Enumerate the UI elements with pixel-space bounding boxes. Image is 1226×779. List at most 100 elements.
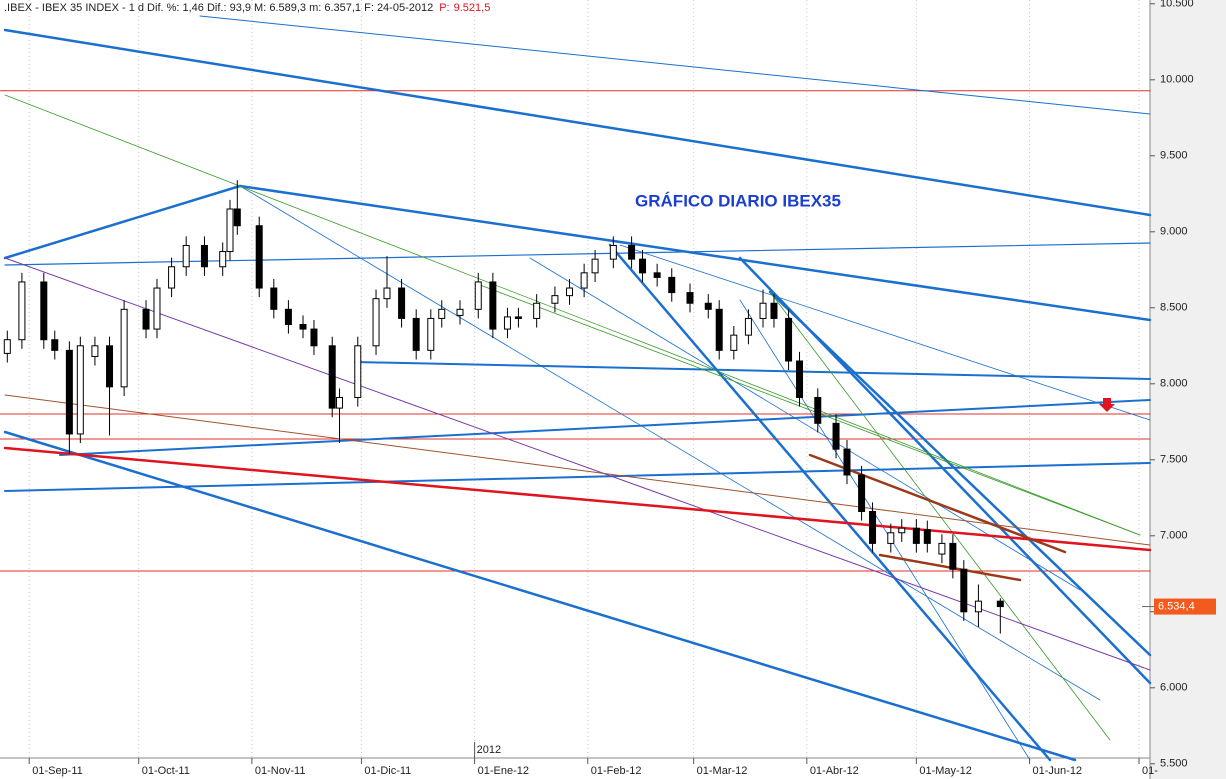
- candle-body: [580, 272, 588, 289]
- candle-body: [3, 339, 11, 354]
- candle-body: [609, 244, 617, 260]
- candle-body: [200, 244, 208, 268]
- candle-body: [730, 334, 738, 351]
- candle-body: [770, 302, 778, 319]
- title-pointer-label: P:: [439, 2, 449, 14]
- trendline: [3, 446, 1152, 552]
- x-tick-label: 01-May-12: [919, 765, 972, 777]
- candle-body: [533, 302, 541, 319]
- candle-body: [759, 302, 767, 319]
- y-tick-label: 8.000: [1160, 378, 1188, 390]
- candle-body: [653, 272, 661, 278]
- candle-body: [898, 527, 906, 534]
- x-tick-label: 01-Abr-12: [810, 765, 859, 777]
- candle-body: [40, 281, 48, 341]
- candle-body: [785, 317, 793, 362]
- annotation: GRÁFICO DIARIO IBEX35: [635, 191, 841, 210]
- year-label: 2012: [477, 744, 501, 756]
- candle-body: [668, 276, 676, 294]
- candle-body: [912, 527, 920, 544]
- candle-body: [398, 287, 406, 319]
- trendline: [3, 430, 1077, 762]
- candle-body: [456, 308, 464, 316]
- title-pointer-value: 9.521,5: [454, 2, 491, 14]
- x-tick-label: 01-Dic-11: [364, 765, 411, 777]
- x-tick-label: 01-: [1142, 765, 1158, 777]
- trendline: [4, 394, 1151, 546]
- trendline: [3, 28, 1152, 217]
- trendline: [479, 284, 1141, 536]
- trendlines: [0, 15, 1152, 762]
- candle-body: [591, 258, 599, 274]
- candle-body: [960, 568, 968, 613]
- candle-body: [974, 600, 982, 613]
- y-tick-label: 10.500: [1160, 0, 1194, 10]
- x-tick-label: 01-Sep-11: [32, 765, 83, 777]
- candle-body: [949, 542, 957, 570]
- candle-body: [628, 244, 636, 260]
- candle-body: [814, 396, 822, 424]
- candle-body: [65, 349, 73, 435]
- x-tick-label: 01-Ene-12: [478, 765, 529, 777]
- trendline: [239, 185, 1101, 701]
- candle-body: [372, 298, 380, 347]
- trendline: [59, 399, 1151, 456]
- candle-body: [328, 345, 336, 409]
- candle-body: [226, 208, 234, 253]
- candle-body: [704, 302, 712, 310]
- trendline: [608, 243, 1052, 762]
- candle-body: [383, 287, 391, 300]
- axes: 5.5006.0006.5007.0007.5008.0008.5009.000…: [28, 0, 1216, 777]
- candle-body: [310, 328, 318, 347]
- candle-body: [354, 345, 362, 398]
- trendline: [238, 184, 1152, 322]
- candle-body: [869, 510, 877, 544]
- trendline: [739, 299, 1031, 761]
- candle-body: [168, 266, 176, 289]
- candle-body: [219, 251, 227, 268]
- last-price-label: 6.534,4: [1158, 600, 1195, 612]
- candle-body: [715, 308, 723, 351]
- candle-body: [120, 308, 128, 388]
- candle-body: [255, 225, 263, 289]
- candle-body: [91, 345, 99, 357]
- candle-body: [551, 295, 559, 304]
- trendline: [199, 15, 1151, 115]
- candle-body: [503, 316, 511, 330]
- candle-body: [18, 281, 26, 341]
- trendline: [4, 242, 1151, 266]
- y-tick-label: 8.500: [1160, 302, 1188, 314]
- candle-body: [938, 542, 946, 555]
- y-tick-label: 9.000: [1160, 226, 1188, 238]
- x-tick-label: 01-Oct-11: [142, 765, 190, 777]
- candle-body: [106, 345, 114, 388]
- candle-body: [412, 317, 420, 351]
- candle-body: [233, 208, 241, 227]
- candle-body: [858, 474, 866, 512]
- candle-body: [474, 281, 482, 310]
- candle-body: [153, 287, 161, 330]
- trendline: [3, 184, 242, 260]
- candle-body: [427, 317, 435, 351]
- candle-body: [76, 345, 84, 435]
- candle-body: [923, 529, 931, 544]
- candle-body: [996, 600, 1004, 608]
- candle-body: [51, 339, 59, 351]
- candle-body: [832, 422, 840, 450]
- arrow-marker: [1099, 398, 1115, 412]
- trendline: [4, 462, 1151, 492]
- candle-body: [142, 308, 150, 330]
- y-tick-label: 6.000: [1160, 682, 1188, 694]
- candle-body: [514, 316, 522, 319]
- candles: [3, 180, 1004, 634]
- x-tick-label: 01-Mar-12: [697, 765, 748, 777]
- candle-body: [438, 308, 446, 319]
- last-price-box: [1154, 598, 1216, 615]
- candle-body: [744, 317, 752, 336]
- trendline: [4, 257, 1151, 671]
- candle-body: [489, 281, 497, 330]
- x-tick-label: 01-Nov-11: [255, 765, 306, 777]
- candle-body: [299, 324, 307, 330]
- y-tick-label: 7.500: [1160, 454, 1188, 466]
